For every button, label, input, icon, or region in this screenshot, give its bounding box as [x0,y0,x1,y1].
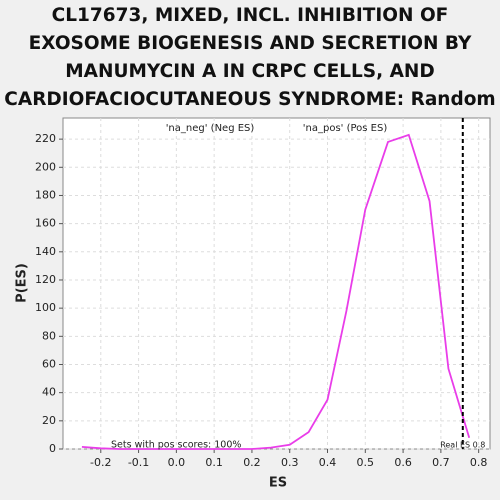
y-tick-label: 120 [35,273,56,286]
y-tick-label: 180 [35,188,56,201]
y-tick-label: 100 [35,301,56,314]
annotation: Sets with pos scores: 100% [111,440,241,451]
x-tick-label: 0.4 [319,456,337,469]
x-tick-label: 0.5 [357,456,375,469]
x-tick-label: 0.7 [432,456,450,469]
y-tick-label: 80 [42,329,56,342]
real-es-label: Real ES 0.8 [440,441,485,450]
y-tick-label: 0 [49,442,56,455]
chart-title: CL17673, MIXED, INCL. INHIBITION OF EXOS… [4,5,496,138]
y-tick-label: 220 [35,132,56,145]
x-tick-label: 0.1 [205,456,223,469]
x-tick-label: 0.6 [394,456,412,469]
x-tick-label: 0.2 [243,456,261,469]
y-tick-label: 60 [42,357,56,370]
x-tick-label: 0.0 [168,456,186,469]
legend-label: 'na_neg' (Neg ES) [166,123,255,134]
y-tick-label: 140 [35,245,56,258]
x-tick-label: 0.3 [281,456,299,469]
x-axis-label: ES [269,476,287,491]
y-tick-label: 40 [42,386,56,399]
plot-area [62,117,491,450]
x-tick-label: -0.1 [128,456,149,469]
x-tick-label: -0.2 [90,456,111,469]
y-tick-label: 200 [35,160,56,173]
legend-label: 'na_pos' (Pos ES) [303,123,388,134]
es-line [81,133,471,450]
y-axis-label: P(ES) [15,263,30,303]
y-tick-label: 20 [42,414,56,427]
x-tick-label: 0.8 [470,456,488,469]
y-tick-label: 160 [35,217,56,230]
